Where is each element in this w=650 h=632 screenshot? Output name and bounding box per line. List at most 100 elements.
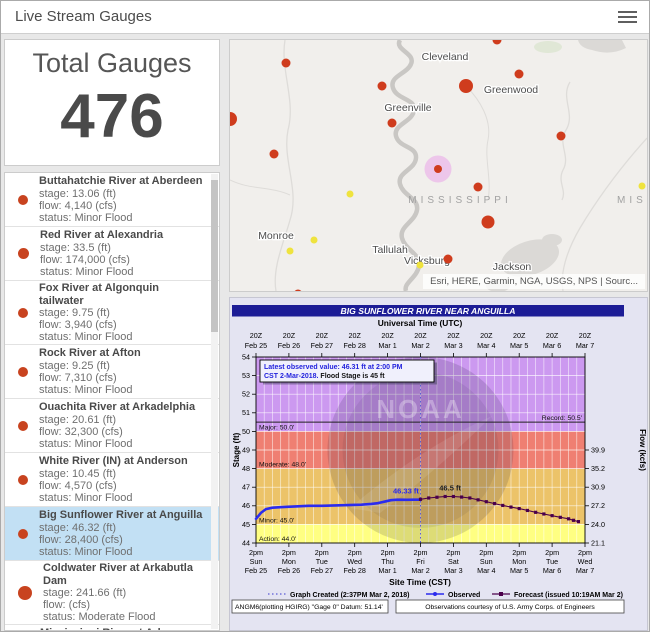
- gauge-stage: stage: 20.61 (ft): [39, 413, 117, 426]
- gauge-list-item[interactable]: White River (IN) at Anderson stage: 10.45…: [5, 452, 219, 506]
- cst-day-label: Mon: [512, 557, 526, 566]
- stage-tick-label: 47: [242, 483, 250, 492]
- gauge-marker[interactable]: [377, 81, 387, 91]
- utc-date-label: Feb 28: [344, 341, 366, 350]
- gauge-marker[interactable]: [492, 40, 502, 45]
- gauge-name: Fox River at Algonquin tailwater: [39, 282, 159, 307]
- flood-band-label: Major: 50.0': [259, 424, 294, 431]
- gauge-stage: stage: 10.45 (ft): [39, 467, 117, 480]
- cst-day-label: Wed: [347, 557, 362, 566]
- flood-band-labels: Major: 50.0' Moderate: 48.0' Minor: 45.0' A…: [259, 424, 306, 543]
- flow-tick-label: 24.0: [591, 520, 605, 529]
- gauge-stage: stage: 13.06 (ft): [39, 187, 117, 200]
- cst-day-label: Wed: [578, 557, 593, 566]
- stage-tick-label: 44: [242, 538, 250, 547]
- utc-date-label: Mar 7: [576, 341, 594, 350]
- gauge-status-dot: [18, 366, 28, 377]
- gauge-marker[interactable]: [346, 190, 354, 198]
- gauge-list-item[interactable]: Mississippi River at Arkansas Citystage:…: [5, 624, 219, 630]
- cst-tick-label: 2pm: [414, 548, 428, 557]
- gauge-item-text: Mississippi River at Arkansas Citystage:…: [40, 627, 205, 630]
- page-title: Live Stream Gauges: [15, 8, 152, 25]
- gauge-name: Red River at Alexandria: [40, 229, 164, 242]
- list-scrollbar-track[interactable]: [211, 174, 218, 629]
- stage-tick-label: 54: [242, 352, 250, 361]
- gauge-list-item[interactable]: Rock River at Afton stage: 9.25 (ft) flow:…: [5, 344, 219, 398]
- utc-tick-label: 20Z: [283, 331, 296, 340]
- gauge-item-text: Ouachita River at Arkadelphia stage: 20.6…: [39, 401, 195, 450]
- gauge-marker[interactable]: [434, 165, 442, 173]
- gauge-marker[interactable]: [281, 58, 291, 68]
- gauge-name: Mississippi River at Arkansas City: [40, 627, 205, 630]
- gauge-marker[interactable]: [230, 112, 237, 126]
- map-region-label: MISSISS: [617, 195, 647, 206]
- cst-tick-label: 2pm: [578, 548, 592, 557]
- mississippi-river: [390, 40, 422, 291]
- utc-date-label: Mar 4: [477, 341, 495, 350]
- cst-date-label: Feb 27: [311, 566, 333, 575]
- gauge-marker[interactable]: [443, 254, 453, 264]
- gauge-name: Big Sunflower River at Anguilla: [39, 509, 203, 522]
- utc-date-label: Feb 26: [278, 341, 300, 350]
- gauge-marker[interactable]: [269, 149, 279, 159]
- map-panel: MISSISSIPPI MISSISS Cleveland Greenwood Gree…: [229, 39, 648, 292]
- cst-tick-label: 2pm: [249, 548, 263, 557]
- gauge-item-text: Fox River at Algonquin tailwater stage: 9…: [39, 282, 205, 343]
- gauge-marker[interactable]: [514, 69, 524, 79]
- observations-credit: Observations courtesy of U.S. Army Corps…: [425, 604, 595, 611]
- gauge-flow: flow: 4,570 (cfs): [39, 479, 117, 492]
- cst-tick-label: 2pm: [512, 548, 526, 557]
- map-city-label: Monroe: [258, 230, 294, 242]
- chart-footer: ANGM6(plotting HGIRG) "Gage 0" Datum: 51…: [231, 599, 625, 614]
- utc-tick-label: 20Z: [381, 331, 394, 340]
- cst-day-label: Tue: [316, 557, 328, 566]
- list-scrollbar-thumb[interactable]: [211, 180, 218, 332]
- gauge-marker[interactable]: [286, 247, 294, 255]
- legend-forecast: Forecast (issued 10:19AM Mar 2): [514, 592, 623, 599]
- annotation-line1: Latest observed value: 46.31 ft at 2:00 …: [264, 364, 403, 371]
- gauge-marker[interactable]: [294, 289, 303, 292]
- gauge-list-item[interactable]: Fox River at Algonquin tailwater stage: 9…: [5, 280, 219, 344]
- gauge-marker[interactable]: [459, 79, 473, 93]
- map-city-label: Greenwood: [484, 84, 538, 96]
- stream-map[interactable]: MISSISSIPPI MISSISS Cleveland Greenwood Gree…: [230, 40, 647, 291]
- gauge-item-text: Buttahatchie River at Aberdeen stage: 13.…: [39, 175, 202, 224]
- gauge-name: Ouachita River at Arkadelphia: [39, 401, 196, 414]
- observed-line: [254, 498, 422, 521]
- utc-tick-label: 20Z: [349, 331, 362, 340]
- cst-tick-label: 2pm: [545, 548, 559, 557]
- stage-tick-label: 49: [242, 445, 250, 454]
- gauge-status-dot: [18, 420, 28, 431]
- gauge-list-item[interactable]: Coldwater River at Arkabutla Dam stage: 2…: [5, 560, 219, 624]
- gauge-status: status: Minor Flood: [39, 383, 133, 396]
- gauge-name: White River (IN) at Anderson: [39, 455, 188, 468]
- stage-tick-label: 51: [242, 408, 250, 417]
- flow-tick-label: 21.1: [591, 538, 605, 547]
- gauge-marker[interactable]: [310, 236, 318, 244]
- flow-tick-label: 39.9: [591, 445, 605, 454]
- flood-band-label: Moderate: 48.0': [259, 462, 306, 469]
- hamburger-menu-icon[interactable]: [618, 11, 637, 24]
- gauge-list-item[interactable]: Buttahatchie River at Aberdeen stage: 13.…: [5, 173, 219, 226]
- gauge-marker[interactable]: [473, 182, 483, 192]
- cst-day-label: Mon: [282, 557, 296, 566]
- forecast-peak-label: 46.5 ft: [439, 484, 461, 493]
- flow-tick-label: 30.9: [591, 483, 605, 492]
- utc-tick-label: 20Z: [546, 331, 559, 340]
- gauge-marker[interactable]: [481, 215, 495, 229]
- gauge-marker[interactable]: [556, 131, 566, 141]
- observed-value-label: 46.33 ft: [393, 487, 419, 496]
- stage-tick-label: 46: [242, 501, 250, 510]
- chart-legend: Graph Created (2:37PM Mar 2, 2018) Observ…: [268, 592, 623, 599]
- gauge-marker[interactable]: [416, 261, 424, 269]
- gauge-list-item[interactable]: Ouachita River at Arkadelphia stage: 20.6…: [5, 398, 219, 452]
- gauge-list-item[interactable]: Red River at Alexandria stage: 33.5 (ft) f…: [5, 226, 219, 280]
- gauge-list-item[interactable]: Big Sunflower River at Anguilla stage: 46…: [5, 506, 219, 560]
- gauge-marker[interactable]: [387, 118, 397, 128]
- gauge-item-text: Coldwater River at Arkabutla Dam stage: 2…: [43, 562, 205, 623]
- hydrograph-panel: NOAA Record: 50.5' Major: 50.0' Moderate: 4…: [229, 297, 648, 631]
- gauge-status: status: Moderate Flood: [43, 611, 156, 623]
- utc-date-label: Mar 5: [510, 341, 528, 350]
- record-label: Record: 50.5': [542, 415, 582, 422]
- gauge-marker[interactable]: [638, 182, 646, 190]
